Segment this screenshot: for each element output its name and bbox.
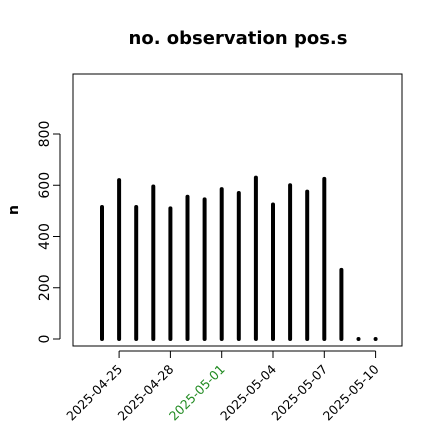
y-tick-label: 0: [37, 335, 53, 344]
y-tick-label: 200: [37, 274, 53, 301]
y-tick-label: 800: [37, 121, 53, 148]
y-tick-label: 400: [37, 223, 53, 250]
plot-frame: [72, 73, 403, 347]
y-axis-label: n: [6, 205, 22, 215]
y-tick-label: 600: [37, 172, 53, 199]
bar-zero-point: [356, 337, 361, 341]
y-axis: 0 200 400 600 800: [37, 121, 61, 344]
bar-zero-point: [373, 337, 378, 341]
chart-title: no. observation pos.s: [129, 28, 348, 49]
x-axis: 2025-04-252025-04-282025-05-012025-05-04…: [63, 350, 382, 423]
bars: [100, 175, 378, 341]
